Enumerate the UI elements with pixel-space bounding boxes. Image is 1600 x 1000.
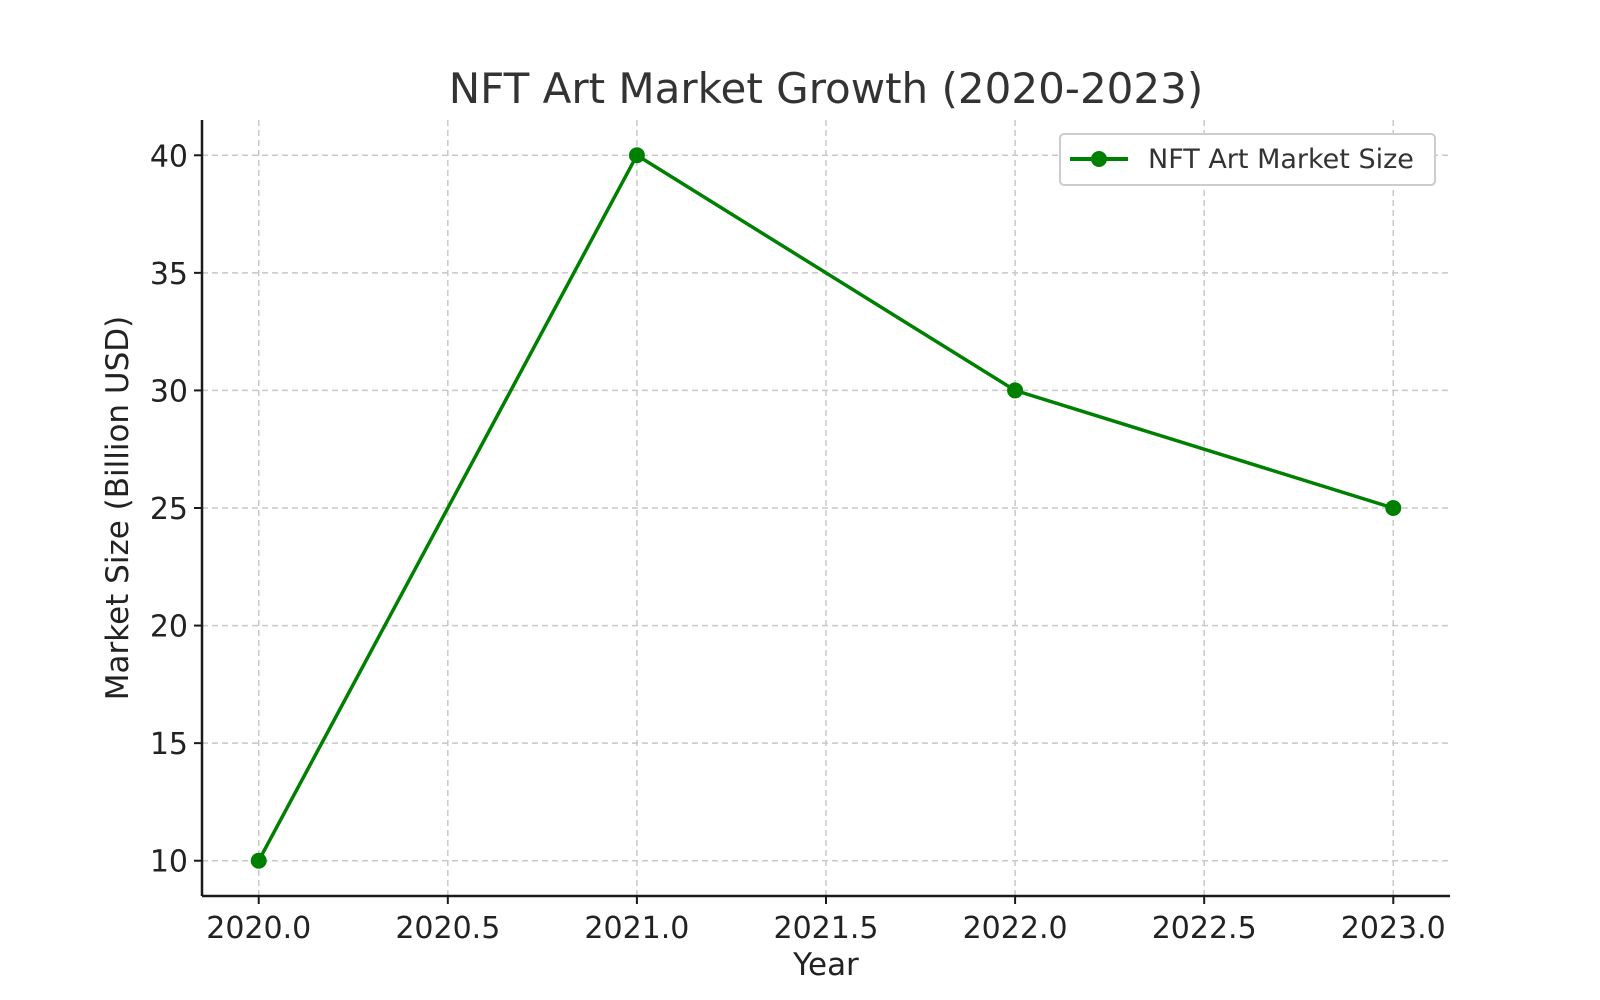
data-point [628, 147, 645, 164]
x-tick-label: 2021.5 [774, 911, 879, 946]
y-tick-label: 40 [150, 139, 188, 174]
legend-label: NFT Art Market Size [1148, 144, 1414, 175]
x-tick-label: 2021.0 [584, 911, 689, 946]
x-tick-label: 2023.0 [1341, 911, 1446, 946]
legend-box [1059, 133, 1436, 186]
grid-layer [202, 120, 1450, 896]
x-tick-label: 2020.5 [395, 911, 500, 946]
x-tick-label: 2022.0 [963, 911, 1068, 946]
data-point [250, 852, 267, 869]
y-tick-label: 20 [150, 610, 188, 645]
y-tick-label: 25 [150, 492, 188, 527]
y-tick-layer: 10 15 20 25 30 35 40 [150, 139, 202, 880]
x-tick-label: 2020.0 [206, 911, 311, 946]
x-tick-layer: 2020.0 2020.5 2021.0 2021.5 2022.0 2022.5 2023… [206, 896, 1446, 946]
y-tick-label: 15 [150, 727, 188, 762]
data-point [1007, 382, 1024, 399]
legend: NFT Art Market Size [1059, 133, 1436, 186]
legend-marker-swatch [1091, 151, 1107, 167]
y-tick-label: 35 [150, 257, 188, 292]
x-axis-label: Year [792, 947, 859, 983]
y-axis-label: Market Size (Billion USD) [100, 316, 136, 701]
chart-title: NFT Art Market Growth (2020-2023) [449, 64, 1203, 113]
y-tick-label: 10 [150, 845, 188, 880]
series-line [256, 153, 1396, 863]
y-tick-label: 30 [150, 374, 188, 409]
x-tick-label: 2022.5 [1152, 911, 1257, 946]
series-layer [250, 147, 1402, 869]
data-point [1385, 500, 1402, 516]
